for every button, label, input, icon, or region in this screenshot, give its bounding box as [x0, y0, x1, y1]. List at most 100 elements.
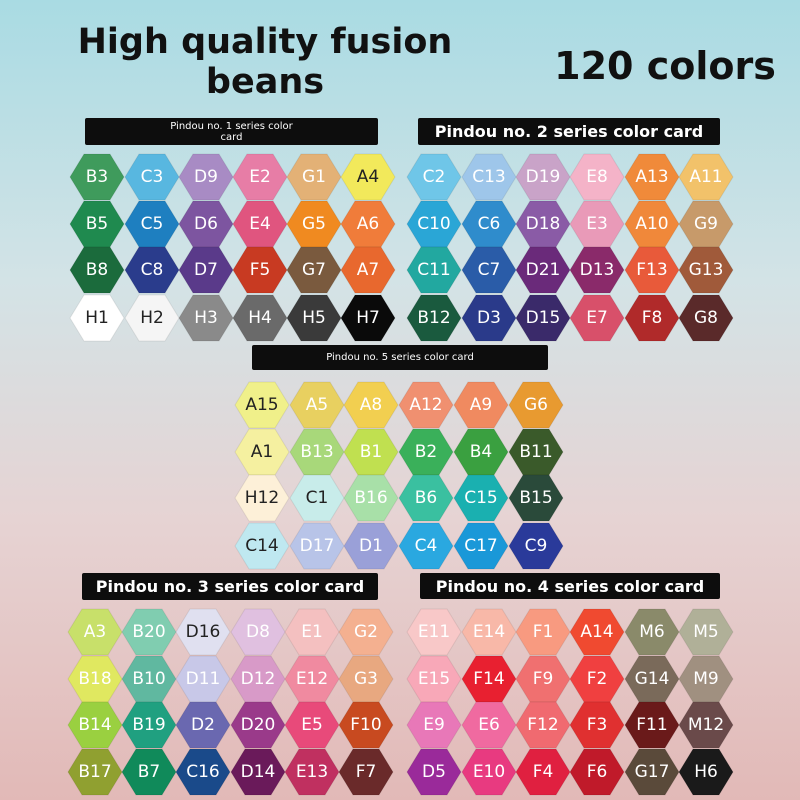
color-code: B13 [300, 442, 333, 462]
color-code: E10 [473, 762, 505, 782]
color-cell: H3 [178, 294, 234, 342]
color-cell: F1 [515, 608, 571, 656]
color-code: A13 [635, 167, 668, 187]
color-code: E8 [586, 167, 608, 187]
hexagon [398, 474, 454, 522]
color-code: A5 [306, 395, 328, 415]
color-cell: D20 [230, 701, 286, 749]
color-cell: C1 [289, 474, 345, 522]
hexagon [340, 246, 396, 294]
color-cell: D3 [461, 294, 517, 342]
color-code: D15 [526, 308, 561, 328]
card-title: Pindou no. 1 series color card [170, 120, 293, 143]
color-code: C11 [417, 260, 451, 280]
color-code: B1 [360, 442, 382, 462]
color-code: E2 [249, 167, 271, 187]
color-cell: A3 [67, 608, 123, 656]
color-cell: D2 [175, 701, 231, 749]
color-cell: D7 [178, 246, 234, 294]
color-cell: E6 [461, 701, 517, 749]
color-cell: G14 [624, 655, 680, 703]
color-code: G3 [354, 669, 378, 689]
card-title-bar: Pindou no. 3 series color card [82, 573, 378, 600]
color-code: D3 [477, 308, 501, 328]
hexagon [678, 294, 734, 342]
hexagon [678, 748, 734, 796]
hexagon [338, 608, 394, 656]
hexagon [234, 474, 290, 522]
color-code: D13 [580, 260, 615, 280]
color-code: G17 [635, 762, 670, 782]
color-code: D5 [422, 762, 446, 782]
color-cell: G13 [678, 246, 734, 294]
card-title-bar: Pindou no. 1 series color card [85, 118, 378, 145]
color-code: F4 [533, 762, 554, 782]
color-code: A12 [409, 395, 442, 415]
color-code: F2 [587, 669, 608, 689]
color-code: D18 [526, 214, 561, 234]
color-cell: G3 [338, 655, 394, 703]
color-code: C14 [245, 536, 279, 556]
color-code: B7 [138, 762, 160, 782]
color-cell: E4 [232, 200, 288, 248]
card-title: Pindou no. 2 series color card [434, 122, 704, 141]
color-cell: H12 [234, 474, 290, 522]
color-cell: B20 [121, 608, 177, 656]
color-code: C17 [464, 536, 498, 556]
color-code: H2 [140, 308, 164, 328]
color-code: C2 [423, 167, 446, 187]
color-code: B15 [519, 488, 552, 508]
color-cell: C5 [124, 200, 180, 248]
color-cell: F6 [569, 748, 625, 796]
color-cell: C6 [461, 200, 517, 248]
color-cell: H2 [124, 294, 180, 342]
color-code: F14 [473, 669, 504, 689]
color-cell: G9 [678, 200, 734, 248]
color-cell: B15 [508, 474, 564, 522]
color-cell: E3 [569, 200, 625, 248]
color-code: D9 [194, 167, 218, 187]
color-code: F13 [636, 260, 667, 280]
color-cell: B5 [69, 200, 125, 248]
color-code: G1 [302, 167, 326, 187]
color-code: A4 [357, 167, 379, 187]
color-code: A1 [251, 442, 273, 462]
color-code: B10 [132, 669, 165, 689]
color-cell: E10 [461, 748, 517, 796]
hexagon [453, 474, 509, 522]
color-cell: C3 [124, 153, 180, 201]
color-cell: E1 [284, 608, 340, 656]
color-cell: A14 [569, 608, 625, 656]
color-code: A9 [470, 395, 492, 415]
color-cell: B19 [121, 701, 177, 749]
color-code: B6 [415, 488, 437, 508]
color-code: F3 [587, 715, 608, 735]
color-code: F12 [527, 715, 558, 735]
hexagon [453, 381, 509, 429]
hexagon [453, 522, 509, 570]
color-cell: E12 [284, 655, 340, 703]
hexagon [569, 748, 625, 796]
color-code: H3 [194, 308, 218, 328]
subtitle: 120 colors [554, 44, 776, 88]
color-code: C5 [141, 214, 164, 234]
color-code: D21 [526, 260, 561, 280]
hexagon [678, 246, 734, 294]
color-cell: D11 [175, 655, 231, 703]
color-cell: D6 [178, 200, 234, 248]
hexagon [343, 381, 399, 429]
color-code: E3 [586, 214, 608, 234]
color-code: D19 [526, 167, 561, 187]
color-code: C16 [186, 762, 220, 782]
hexagon [678, 608, 734, 656]
color-cell: C9 [508, 522, 564, 570]
color-cell: A8 [343, 381, 399, 429]
hexagon [508, 474, 564, 522]
color-cell: D1 [343, 522, 399, 570]
color-code: C10 [417, 214, 451, 234]
color-code: G6 [524, 395, 548, 415]
color-cell: F9 [515, 655, 571, 703]
color-cell: A15 [234, 381, 290, 429]
color-code: D11 [186, 669, 221, 689]
color-cell: F4 [515, 748, 571, 796]
